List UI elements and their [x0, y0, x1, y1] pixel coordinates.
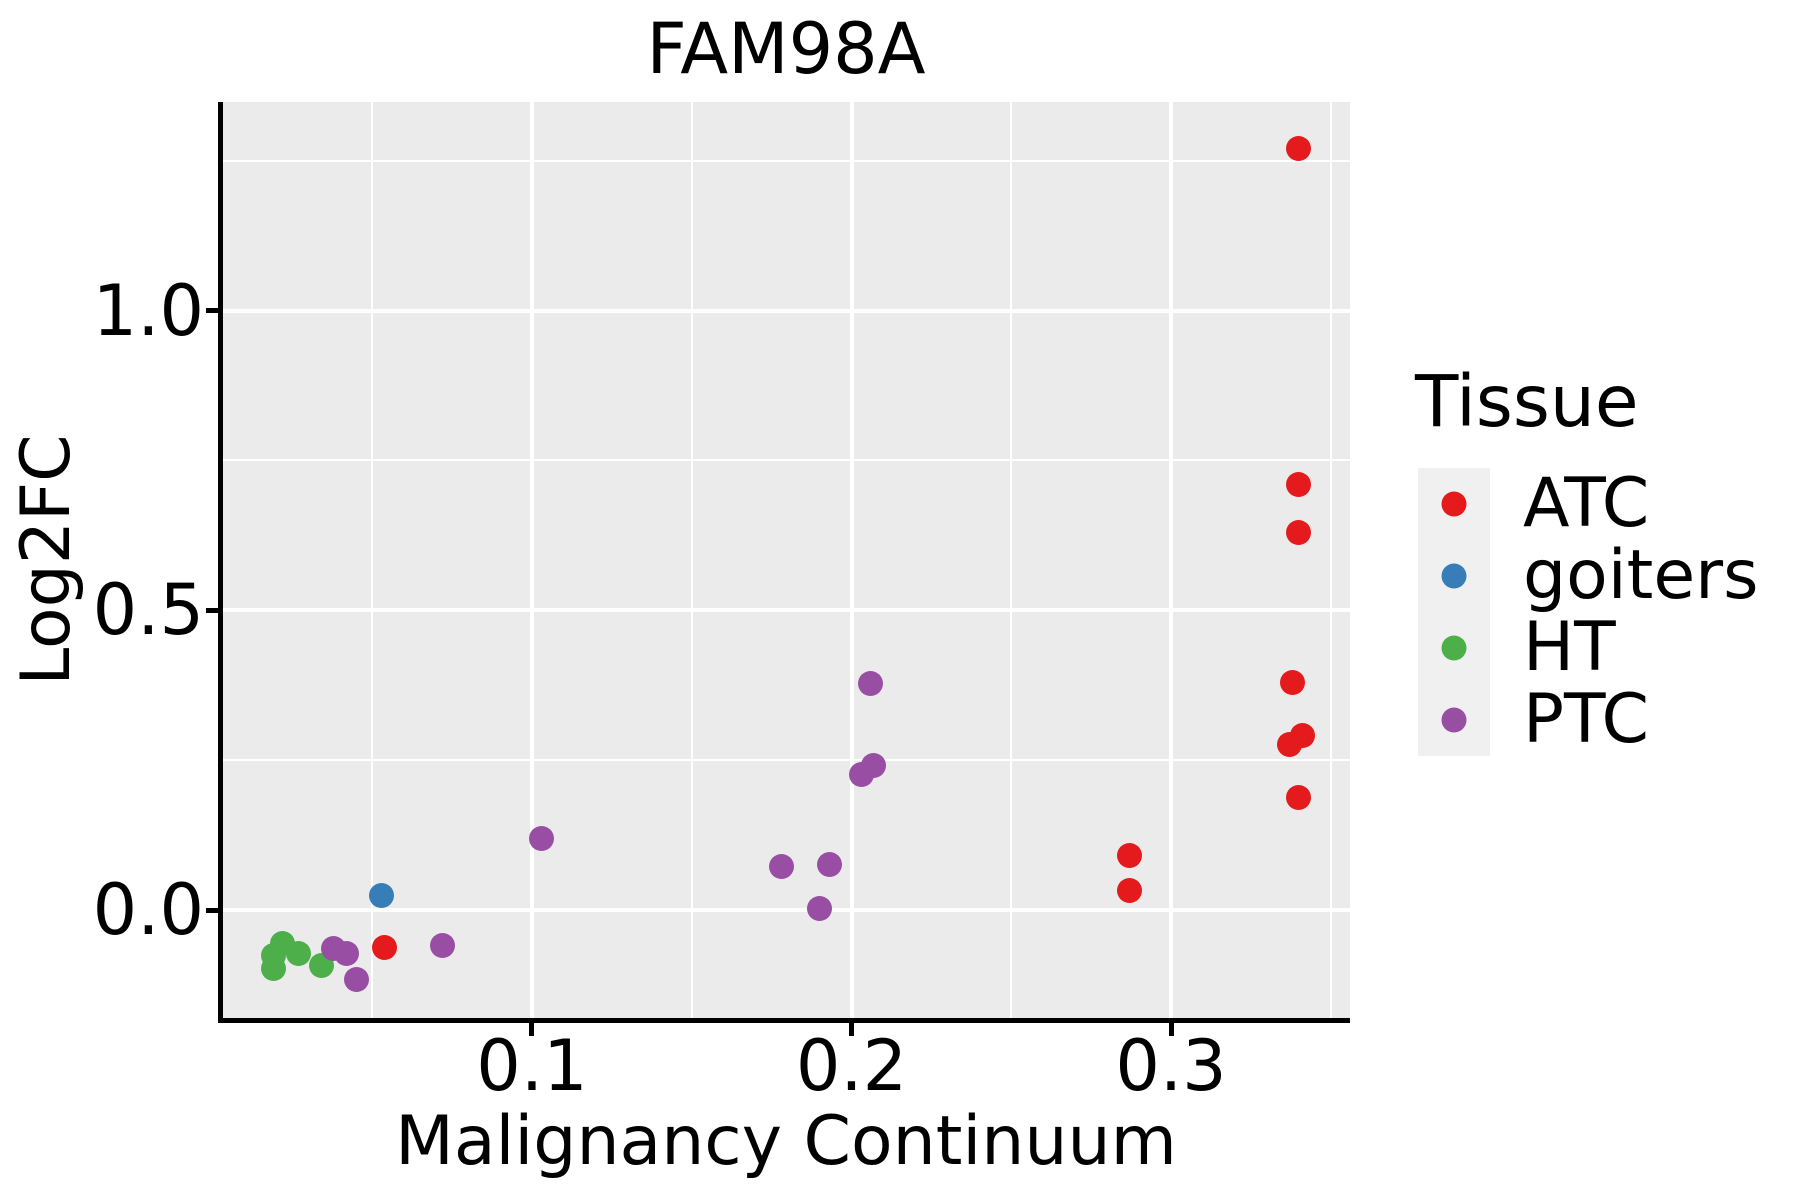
x-minor-gridline [690, 102, 693, 1018]
y-major-gridline [222, 308, 1350, 313]
x-minor-gridline [1010, 102, 1013, 1018]
data-point-PTC [768, 853, 794, 879]
legend-key-HT [1418, 612, 1490, 684]
data-point-HT [286, 941, 312, 967]
y-major-gridline [222, 908, 1350, 913]
x-axis-title: Malignancy Continuum [395, 1102, 1177, 1181]
x-tick-label: 0.2 [795, 1025, 908, 1107]
data-point-PTC [343, 967, 369, 993]
data-point-PTC [429, 932, 455, 958]
data-point-ATC [372, 934, 398, 960]
y-major-gridline [222, 608, 1350, 613]
legend-key-PTC [1418, 684, 1490, 756]
x-major-gridline [529, 102, 534, 1018]
legend-key-goiters [1418, 540, 1490, 612]
legend-label-HT: HT [1523, 608, 1616, 687]
data-point-PTC [858, 670, 884, 696]
legend-row-goiters: goiters [1418, 540, 1759, 612]
legend-row-HT: HT [1418, 612, 1759, 684]
legend-label-ATC: ATC [1523, 464, 1650, 543]
data-point-ATC [1286, 785, 1312, 811]
data-point-ATC [1279, 670, 1305, 696]
y-tick [206, 907, 219, 913]
data-point-HT [260, 956, 286, 982]
y-minor-gridline [222, 459, 1350, 462]
data-point-PTC [529, 826, 555, 852]
data-point-PTC [334, 941, 360, 967]
data-point-ATC [1276, 732, 1302, 758]
y-axis-title: Log2FC [7, 434, 86, 686]
legend-swatch-goiters [1441, 563, 1467, 589]
legend-swatch-PTC [1441, 707, 1467, 733]
x-tick-label: 0.1 [476, 1025, 588, 1107]
data-point-ATC [1286, 471, 1312, 497]
y-tick-label: 0.0 [92, 869, 204, 952]
y-tick [206, 607, 219, 613]
x-minor-gridline [1329, 102, 1332, 1018]
plot-panel [222, 102, 1350, 1018]
legend: Tissue ATC goiters HT PTC [1415, 360, 1759, 756]
data-point-PTC [861, 752, 887, 778]
y-axis-spine [218, 102, 223, 1023]
x-major-gridline [849, 102, 854, 1018]
legend-label-goiters: goiters [1523, 536, 1759, 615]
data-point-goiters [369, 882, 395, 908]
data-point-PTC [816, 852, 842, 878]
legend-items: ATC goiters HT PTC [1418, 468, 1759, 756]
data-point-ATC [1286, 136, 1312, 162]
legend-swatch-HT [1441, 635, 1467, 661]
x-tick [1168, 1023, 1174, 1036]
legend-row-PTC: PTC [1418, 684, 1759, 756]
x-major-gridline [1169, 102, 1174, 1018]
data-point-ATC [1117, 843, 1142, 869]
y-tick-label: 0.5 [92, 569, 204, 652]
legend-key-ATC [1418, 468, 1490, 540]
data-point-ATC [1117, 877, 1142, 903]
legend-label-PTC: PTC [1523, 680, 1650, 759]
data-point-PTC [807, 895, 833, 921]
x-axis-spine [218, 1018, 1350, 1023]
legend-title: Tissue [1415, 360, 1639, 443]
y-minor-gridline [222, 159, 1350, 162]
x-tick-label: 0.3 [1115, 1025, 1227, 1107]
plot-title: FAM98A [646, 8, 926, 90]
y-minor-gridline [222, 759, 1350, 762]
y-tick-label: 1.0 [92, 269, 204, 352]
x-minor-gridline [371, 102, 374, 1018]
x-tick [849, 1023, 854, 1036]
legend-swatch-ATC [1441, 491, 1467, 517]
legend-row-ATC: ATC [1418, 468, 1759, 540]
x-tick [529, 1023, 535, 1036]
y-tick [206, 308, 219, 314]
data-point-ATC [1286, 519, 1312, 545]
